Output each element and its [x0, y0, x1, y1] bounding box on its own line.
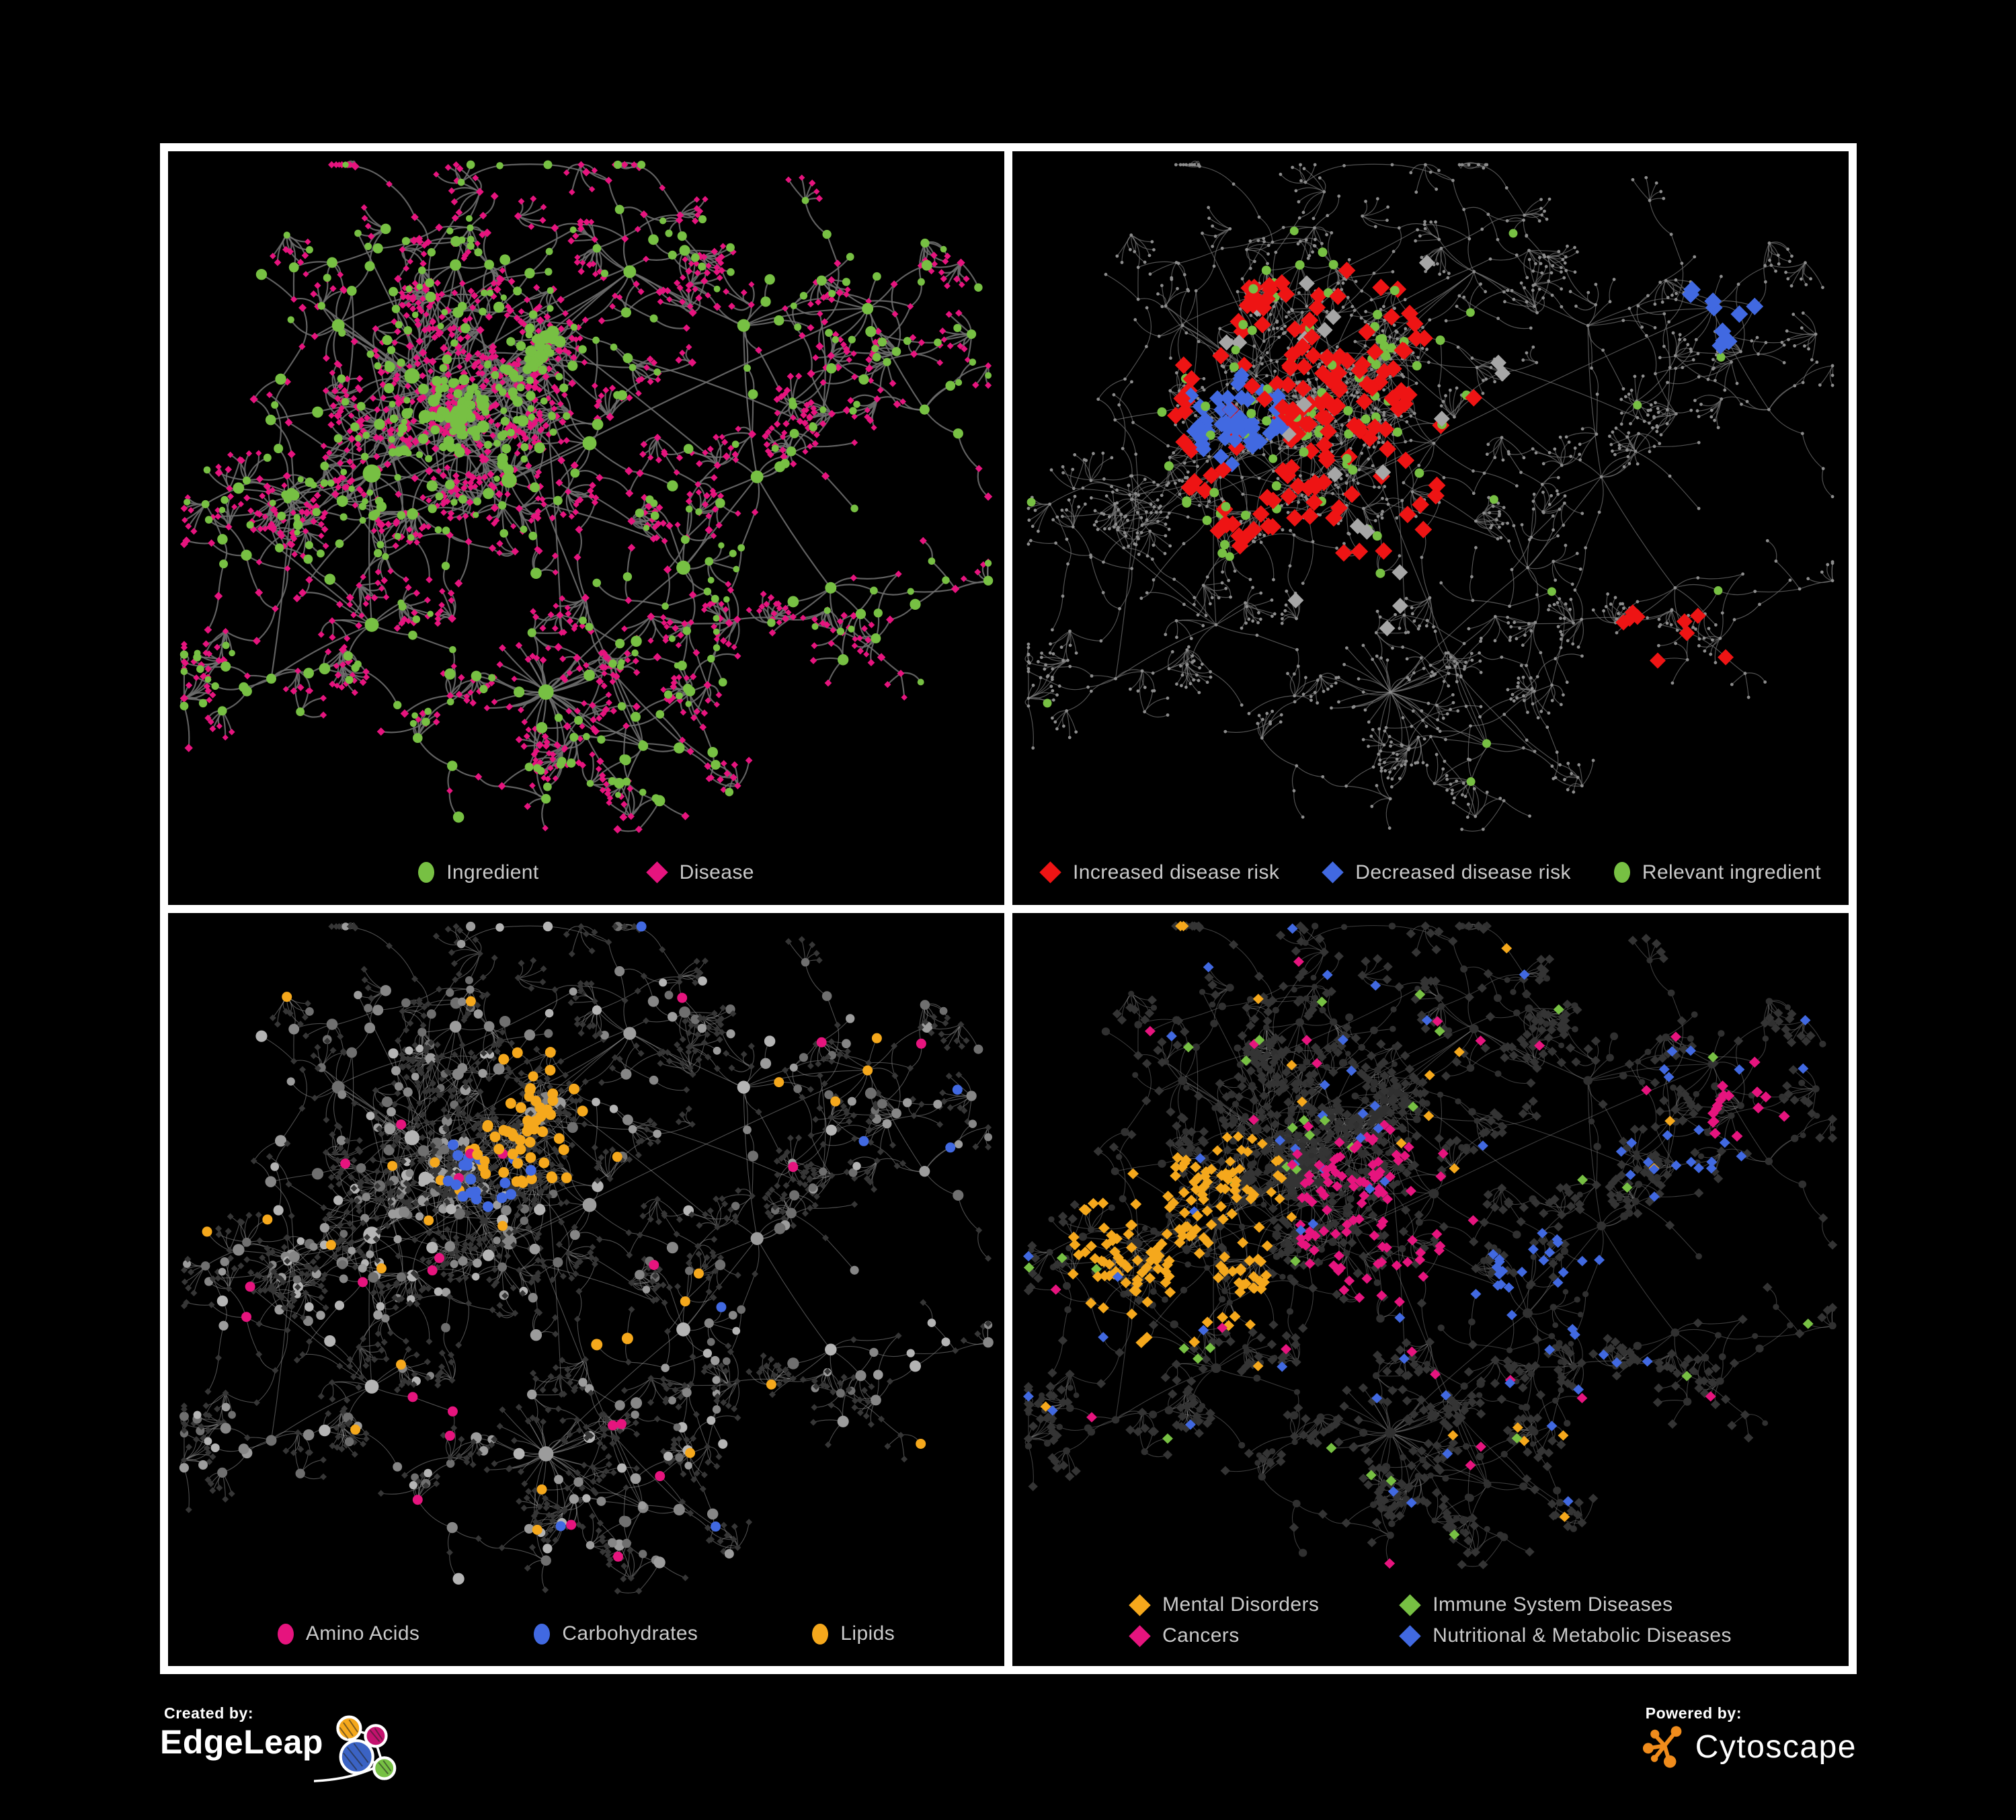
diamond-marker-icon	[1322, 861, 1344, 883]
disease-category-network-graph	[1022, 920, 1838, 1569]
diamond-marker-icon	[1129, 1624, 1151, 1647]
legend-label: Increased disease risk	[1073, 861, 1280, 883]
nutrient-class-legend: Amino Acids Carbohydrates Lipids	[171, 1601, 1002, 1666]
cytoscape-wordmark: Cytoscape	[1695, 1729, 1857, 1765]
panel-nutrient-classes: Amino Acids Carbohydrates Lipids	[168, 912, 1004, 1666]
circle-marker-icon	[1613, 862, 1630, 883]
cytoscape-logo-icon	[1642, 1726, 1682, 1768]
edgeleap-wordmark: EdgeLeap	[160, 1723, 323, 1761]
edgeleap-logo-icon	[313, 1715, 397, 1782]
legend-item: Cancers	[1129, 1624, 1319, 1647]
created-by-label: Created by:	[164, 1704, 254, 1722]
circle-marker-icon	[534, 1623, 551, 1645]
legend-item: Nutritional & Metabolic Diseases	[1399, 1624, 1732, 1647]
legend-item: Decreased disease risk	[1322, 861, 1571, 884]
disease-category-legend: Mental Disorders Immune System Diseases Ca…	[1015, 1575, 1846, 1666]
panel-disease-risk: Increased disease risk Decreased disease …	[1012, 151, 1849, 905]
branding-bar: Created by: EdgeLeap	[160, 1704, 1857, 1812]
edgeleap-branding: Created by: EdgeLeap	[160, 1704, 415, 1801]
disease-risk-legend: Increased disease risk Decreased disease …	[1015, 840, 1846, 905]
legend-item: Lipids	[812, 1622, 895, 1645]
disease-risk-network-graph	[1024, 161, 1834, 832]
diamond-marker-icon	[1129, 1593, 1151, 1616]
legend-item: Ingredient	[418, 861, 538, 884]
legend-item: Increased disease risk	[1039, 861, 1280, 884]
legend-label: Nutritional & Metabolic Diseases	[1433, 1624, 1732, 1647]
legend-label: Disease	[679, 861, 754, 883]
ingredient-disease-legend: Ingredient Disease	[171, 840, 1002, 905]
diamond-marker-icon	[1039, 861, 1061, 883]
ingredient-disease-network-graph	[179, 160, 994, 834]
legend-item: Disease	[645, 861, 754, 884]
legend-item: Immune System Diseases	[1399, 1593, 1732, 1616]
diamond-marker-icon	[1399, 1624, 1422, 1647]
cytoscape-branding: Powered by: Cytoscape	[1642, 1704, 1857, 1770]
legend-label: Amino Acids	[305, 1622, 420, 1645]
legend-label: Mental Disorders	[1162, 1593, 1320, 1616]
diamond-marker-icon	[1399, 1593, 1422, 1616]
panel-ingredient-disease: Ingredient Disease	[168, 151, 1004, 905]
legend-item: Carbohydrates	[534, 1622, 698, 1645]
circle-marker-icon	[812, 1623, 829, 1645]
legend-label: Decreased disease risk	[1355, 861, 1571, 883]
legend-label: Carbohydrates	[562, 1622, 698, 1645]
circle-marker-icon	[277, 1623, 294, 1645]
network-grid: Ingredient Disease Increased disease risk…	[160, 143, 1857, 1674]
circle-marker-icon	[418, 862, 435, 883]
panel-disease-categories: Mental Disorders Immune System Diseases Ca…	[1012, 912, 1849, 1666]
legend-item: Amino Acids	[277, 1622, 420, 1645]
nutrient-class-network-graph	[179, 921, 994, 1594]
legend-label: Lipids	[840, 1622, 895, 1645]
powered-by-label: Powered by:	[1645, 1704, 1742, 1722]
legend-label: Ingredient	[446, 861, 539, 883]
diamond-marker-icon	[645, 861, 668, 883]
legend-label: Relevant ingredient	[1642, 861, 1821, 883]
legend-label: Immune System Diseases	[1433, 1593, 1673, 1616]
legend-item: Mental Disorders	[1129, 1593, 1319, 1616]
legend-label: Cancers	[1162, 1624, 1240, 1647]
legend-item: Relevant ingredient	[1613, 861, 1821, 884]
